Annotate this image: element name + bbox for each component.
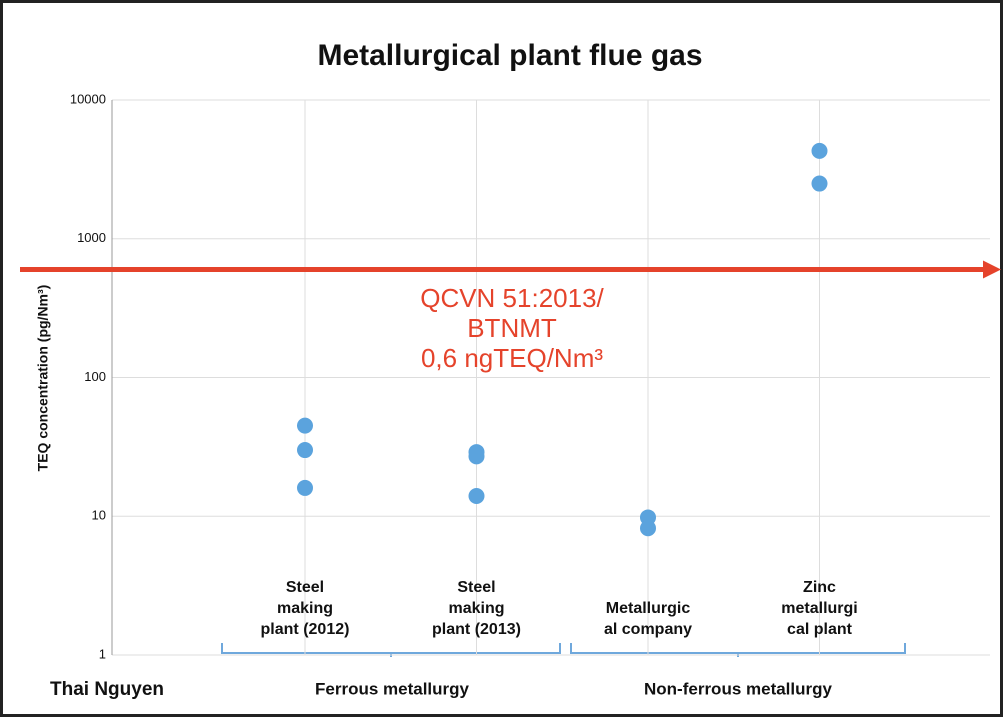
x-tick-label: Zinc (803, 579, 836, 596)
y-tick-label: 100 (84, 369, 106, 384)
x-tick-label: making (448, 600, 504, 617)
y-tick-label: 1000 (77, 230, 106, 245)
y-axis-label: TEQ concentration (pg/Nm³) (35, 285, 51, 472)
point (468, 487, 485, 504)
point (297, 479, 313, 496)
point (468, 448, 485, 465)
point (811, 175, 828, 192)
x-tick-label: Metallurgic (606, 600, 691, 617)
x-tick-label: making (277, 600, 333, 617)
x-tick-label: plant (2013) (432, 621, 521, 638)
reference-label: BTNMT (467, 313, 557, 343)
x-tick-label: cal plant (787, 621, 853, 638)
x-tick-label: Steel (457, 579, 495, 596)
point (811, 142, 828, 159)
y-tick-label: 1 (99, 646, 106, 661)
x-tick-label: metallurgi (781, 600, 857, 617)
y-tick-label: 10000 (70, 91, 106, 106)
point (297, 417, 313, 434)
point (640, 520, 656, 537)
x-tick-label: plant (2012) (261, 621, 350, 638)
x-tick-label: al company (604, 621, 692, 638)
chart-title: Metallurgical plant flue gas (317, 39, 702, 72)
group-label: Thai Nguyen (50, 679, 164, 700)
group-label: Ferrous metallurgy (315, 679, 470, 698)
reference-label: QCVN 51:2013/ (420, 283, 604, 313)
reference-label: 0,6 ngTEQ/Nm³ (421, 343, 603, 373)
point (297, 442, 313, 459)
y-tick-label: 10 (92, 508, 106, 523)
x-tick-label: Steel (286, 579, 324, 596)
group-label: Non-ferrous metallurgy (644, 679, 833, 698)
arrow-head (983, 260, 1001, 279)
